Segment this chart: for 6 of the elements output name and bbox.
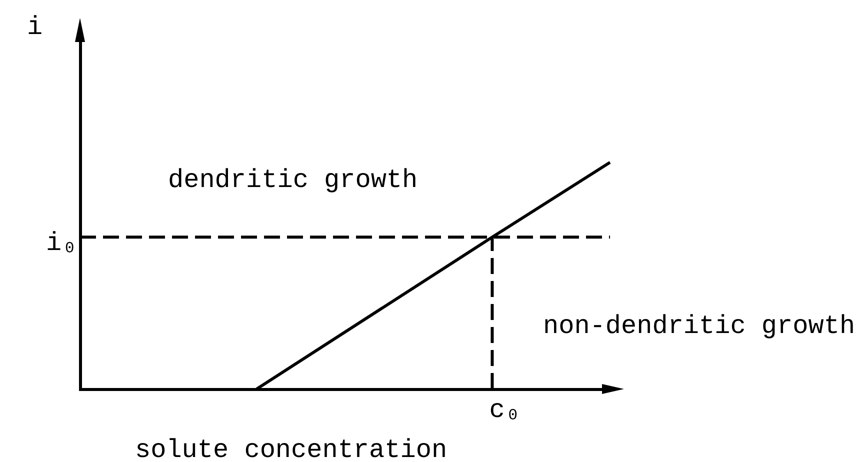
- annotation: dendritic growth: [168, 165, 418, 195]
- y-axis-title: i: [27, 12, 43, 42]
- ref-line-label: i₀: [46, 228, 78, 258]
- text: c₀: [489, 394, 520, 425]
- annotation: non-dendritic growth: [543, 311, 856, 341]
- x-axis-title: solute concentration: [135, 435, 448, 462]
